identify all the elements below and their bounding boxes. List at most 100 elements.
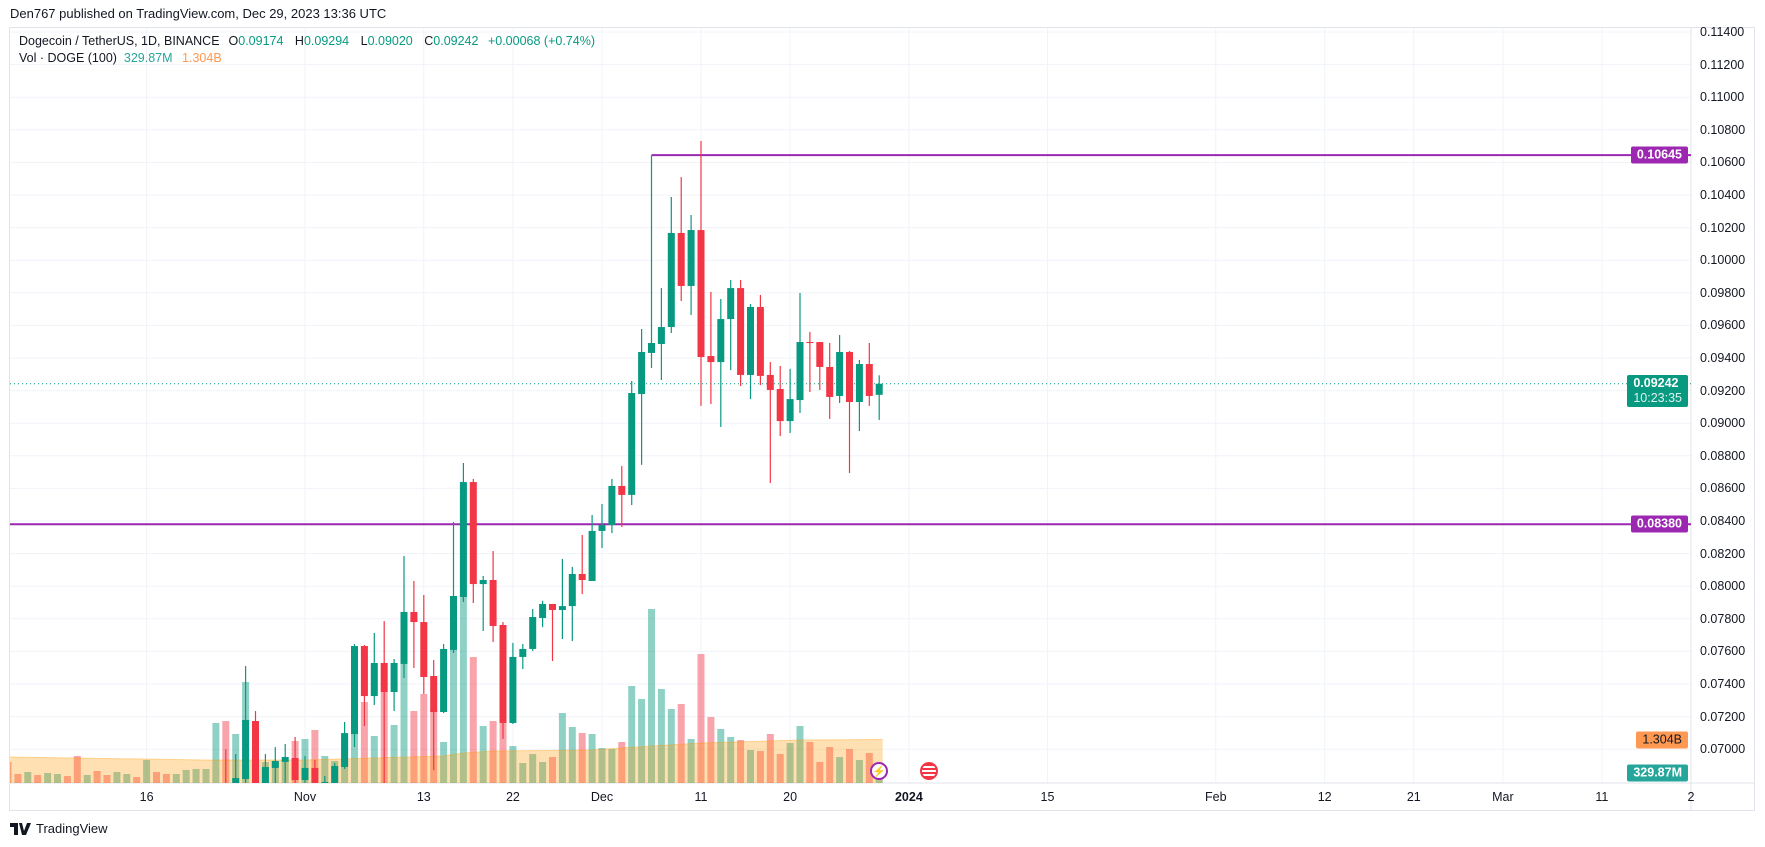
volume-bar bbox=[756, 751, 764, 783]
candle-body bbox=[707, 356, 715, 363]
candle-body bbox=[756, 306, 764, 376]
volume-bar bbox=[450, 631, 457, 783]
candle-body bbox=[667, 232, 675, 328]
candle bbox=[479, 575, 487, 632]
candle bbox=[281, 743, 289, 783]
volume-bar bbox=[558, 713, 566, 783]
volume-bar bbox=[519, 763, 527, 783]
candle bbox=[648, 155, 655, 368]
candle-body bbox=[697, 230, 705, 358]
candle-body bbox=[311, 767, 319, 783]
candle-body bbox=[747, 306, 754, 375]
price-tick-label: 0.10800 bbox=[1700, 122, 1746, 137]
candle-body bbox=[459, 482, 467, 597]
time-tick-label: 16 bbox=[139, 790, 154, 804]
candle-body bbox=[687, 230, 695, 286]
price-tick-label: 0.11200 bbox=[1700, 57, 1745, 72]
time-tick-label: 20 bbox=[783, 790, 798, 804]
price-tick-label: 0.07600 bbox=[1700, 644, 1746, 659]
candle bbox=[380, 621, 388, 783]
volume-bar bbox=[34, 775, 42, 783]
candle-body bbox=[846, 351, 853, 403]
volume-bar bbox=[816, 762, 824, 783]
price-tick-label: 0.10200 bbox=[1700, 220, 1746, 235]
candle-body bbox=[341, 733, 349, 767]
candle-body bbox=[657, 327, 665, 344]
candle-body bbox=[380, 662, 388, 692]
legend-high: 0.09294 bbox=[303, 34, 350, 48]
volume-bar bbox=[598, 748, 606, 783]
volume-bar bbox=[469, 657, 477, 783]
price-tick-label: 0.07200 bbox=[1700, 709, 1746, 724]
volume-ma-tag: 1.304B bbox=[1636, 731, 1688, 749]
volume-bar bbox=[360, 702, 368, 783]
volume-bar bbox=[202, 769, 210, 783]
candle-body bbox=[529, 617, 537, 649]
candle-body bbox=[539, 603, 547, 618]
candle bbox=[331, 762, 339, 783]
volume-bar bbox=[846, 749, 853, 783]
candle bbox=[657, 288, 665, 381]
candle bbox=[628, 380, 636, 506]
candle bbox=[509, 642, 517, 724]
volume-bar bbox=[479, 726, 487, 783]
volume-bar bbox=[370, 736, 378, 783]
volume-bar bbox=[677, 704, 685, 783]
candle bbox=[261, 754, 269, 783]
volume-bar bbox=[608, 749, 616, 783]
candle-body bbox=[816, 342, 824, 367]
volume-bar bbox=[93, 771, 101, 783]
candle bbox=[806, 331, 814, 393]
legend-symbol[interactable]: Dogecoin / TetherUS, 1D, BINANCE bbox=[19, 34, 220, 48]
plot-area[interactable] bbox=[0, 141, 1691, 806]
candle bbox=[539, 600, 547, 628]
volume-bar bbox=[578, 733, 586, 783]
tradingview-logo-icon bbox=[10, 822, 31, 835]
legend-volume-label[interactable]: Vol · DOGE (100) bbox=[19, 51, 117, 65]
candle bbox=[846, 350, 853, 474]
time-tick-label: Feb bbox=[1205, 790, 1227, 804]
candle bbox=[865, 343, 873, 406]
price-tick-label: 0.09800 bbox=[1700, 285, 1746, 300]
time-tick-label: 22 bbox=[505, 790, 520, 804]
legend-open-key: O bbox=[228, 34, 239, 48]
candle-body bbox=[261, 766, 269, 783]
candle-body bbox=[796, 342, 804, 401]
volume-bar bbox=[786, 743, 794, 783]
volume-bar bbox=[747, 750, 754, 783]
volume-bar bbox=[212, 723, 220, 783]
candle bbox=[549, 603, 556, 662]
candle bbox=[311, 759, 319, 783]
candle-body bbox=[549, 603, 556, 610]
candle-body bbox=[410, 611, 418, 623]
volume-bar bbox=[796, 726, 804, 783]
candle-body bbox=[588, 530, 596, 581]
candle-body bbox=[717, 319, 725, 363]
volume-bar bbox=[153, 772, 160, 783]
tradingview-logo[interactable]: TradingView bbox=[10, 821, 108, 836]
volume-bar bbox=[123, 774, 131, 783]
candle-body bbox=[519, 648, 527, 657]
volume-bar bbox=[103, 775, 111, 783]
price-tick-label: 0.07400 bbox=[1700, 677, 1746, 691]
candle bbox=[737, 279, 745, 387]
volume-bar bbox=[24, 772, 32, 783]
volume-bar bbox=[697, 654, 705, 783]
horizontal-levels[interactable] bbox=[10, 154, 1691, 526]
candle-body bbox=[301, 767, 309, 781]
volume-bar bbox=[192, 769, 200, 783]
candle bbox=[717, 298, 725, 427]
time-tick-label: 2024 bbox=[894, 790, 923, 804]
us-flag-icon[interactable] bbox=[919, 762, 938, 780]
candle-body bbox=[232, 778, 240, 783]
candle-body bbox=[578, 573, 586, 581]
volume-bar bbox=[737, 740, 745, 783]
candle-body bbox=[727, 288, 735, 320]
legend-high-key: H bbox=[294, 34, 304, 48]
candle-body bbox=[351, 646, 358, 735]
candle bbox=[440, 644, 448, 714]
dividend-lightning-icon[interactable]: ⚡ bbox=[870, 762, 889, 780]
candle bbox=[390, 659, 398, 712]
volume-bar bbox=[826, 747, 834, 783]
